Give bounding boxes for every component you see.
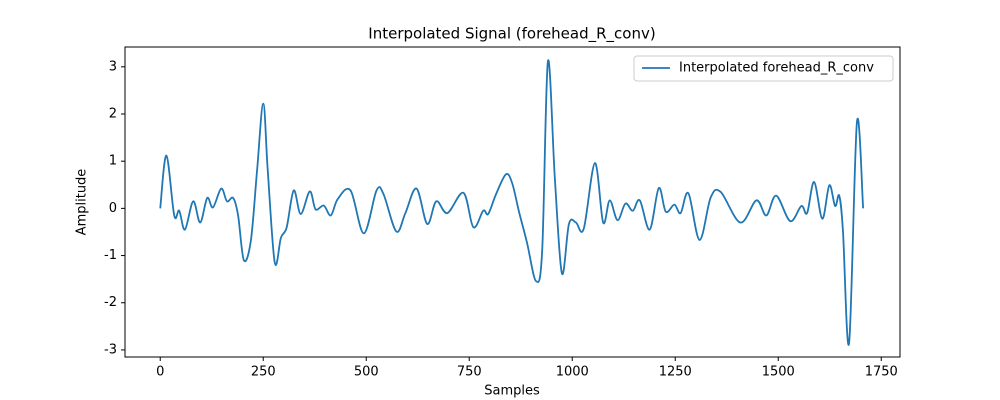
legend-box xyxy=(633,55,894,82)
y-tick-label: -2 xyxy=(104,295,117,310)
x-tick-label: 250 xyxy=(251,365,276,380)
x-tick-label: 0 xyxy=(156,365,164,380)
plot-frame xyxy=(124,46,901,358)
legend-label: Interpolated forehead_R_conv xyxy=(679,61,874,76)
x-tick-label: 750 xyxy=(457,365,482,380)
x-axis-label: Samples xyxy=(484,384,540,399)
y-tick-label: 1 xyxy=(109,154,117,169)
y-tick-label: 3 xyxy=(109,59,117,74)
x-tick-label: 1250 xyxy=(659,365,692,380)
y-tick-label: 2 xyxy=(109,107,117,122)
y-axis-label: Amplitude xyxy=(75,169,90,236)
x-tick-label: 1750 xyxy=(865,365,898,380)
x-tick-label: 500 xyxy=(354,365,379,380)
y-tick-label: -1 xyxy=(104,248,117,263)
y-tick-label: -3 xyxy=(104,342,117,357)
y-tick-label: 0 xyxy=(109,201,117,216)
line-series xyxy=(159,59,865,346)
x-tick-label: 1500 xyxy=(762,365,795,380)
chart-title: Interpolated Signal (forehead_R_conv) xyxy=(368,25,655,44)
x-tick-label: 1000 xyxy=(556,365,589,380)
